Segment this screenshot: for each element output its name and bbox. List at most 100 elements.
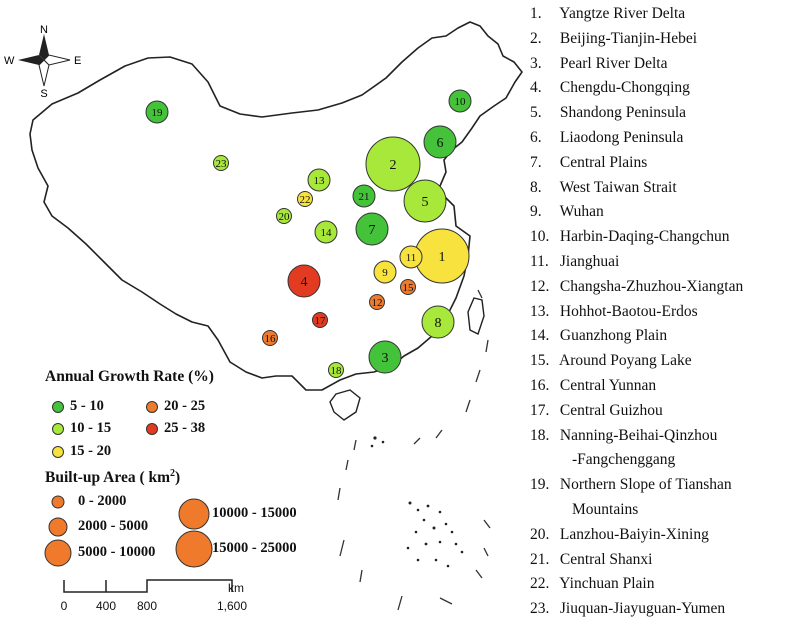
region-list-name: Wuhan bbox=[556, 203, 604, 221]
region-list-name: Changsha-Zhuzhou-Xiangtan bbox=[556, 277, 744, 295]
region-list-name: Harbin-Daqing-Changchun bbox=[556, 228, 730, 246]
scale-bar: 0 400 800 1,600 km bbox=[61, 579, 247, 613]
legend-area-title: Built-up Area ( km2) bbox=[45, 468, 181, 487]
region-list-number: 12. bbox=[530, 277, 550, 295]
region-list-name-cont: Mountains bbox=[572, 500, 639, 518]
region-label-8: 8 bbox=[435, 316, 442, 331]
region-list-number: 22. bbox=[530, 575, 550, 593]
region-list-item: 23. Jiuquan-Jiayuguan-Yumen bbox=[530, 597, 798, 622]
region-list-item: 22. Yinchuan Plain bbox=[530, 572, 798, 597]
region-circle-7 bbox=[355, 212, 389, 246]
region-list-name: Yangtze River Delta bbox=[556, 5, 686, 22]
region-list-item: 18. Nanning-Beihai-Qinzhou bbox=[530, 424, 798, 449]
region-list-item: 19. Northern Slope of Tianshan bbox=[530, 473, 798, 498]
region-label-12: 12 bbox=[372, 297, 383, 309]
region-list-number: 21. bbox=[530, 550, 550, 568]
region-list-name: Jianghuai bbox=[556, 252, 620, 270]
legend-area-swatch-3 bbox=[44, 539, 72, 567]
legend-area-swatch-1 bbox=[51, 495, 65, 509]
legend-area-symbols bbox=[44, 495, 213, 568]
legend-growth-label-2: 10 - 15 bbox=[70, 420, 112, 436]
region-list-number: 1. bbox=[530, 5, 542, 22]
region-label-22: 22 bbox=[300, 194, 311, 206]
region-list-number: 9. bbox=[530, 203, 542, 221]
region-list-item: 16. Central Yunnan bbox=[530, 374, 798, 399]
region-label-11: 11 bbox=[406, 252, 417, 264]
compass-rose: N S E W bbox=[4, 24, 81, 100]
region-list-item: 11. Jianghuai bbox=[530, 250, 798, 275]
region-list-number: 19. bbox=[530, 476, 550, 494]
scale-tick-0: 0 bbox=[61, 599, 68, 613]
hainan-island bbox=[329, 389, 361, 421]
region-label-23: 23 bbox=[216, 158, 228, 170]
scale-tick-1600: 1,600 bbox=[217, 599, 247, 613]
region-list-name: Liaodong Peninsula bbox=[556, 128, 684, 146]
legend-area-swatch-4 bbox=[178, 498, 210, 530]
legend-growth-swatch-3 bbox=[52, 446, 64, 458]
legend-area-label-2: 2000 - 5000 bbox=[78, 518, 149, 534]
region-circle-14 bbox=[314, 220, 338, 244]
region-circle-10 bbox=[448, 89, 472, 113]
region-list-name: West Taiwan Strait bbox=[556, 178, 677, 196]
region-circle-18 bbox=[328, 362, 344, 378]
compass-s: S bbox=[40, 88, 47, 100]
region-list-name: Pearl River Delta bbox=[556, 54, 668, 72]
region-circle-9 bbox=[373, 260, 397, 284]
region-label-15: 15 bbox=[403, 282, 415, 294]
region-circle-11 bbox=[399, 245, 423, 269]
region-list-number: 14. bbox=[530, 327, 550, 345]
region-circle-12 bbox=[369, 294, 385, 310]
region-list-number: 3. bbox=[530, 54, 542, 72]
region-list-number: 6. bbox=[530, 128, 542, 146]
legend-growth-label-4: 20 - 25 bbox=[164, 398, 206, 414]
legend-area-label-4: 10000 - 15000 bbox=[212, 505, 297, 521]
region-label-2: 2 bbox=[390, 158, 397, 173]
legend-growth-label-5: 25 - 38 bbox=[164, 420, 206, 436]
region-circle-20 bbox=[276, 208, 292, 224]
compass-w: W bbox=[4, 55, 15, 67]
region-list-name-cont: -Fangchenggang bbox=[572, 451, 676, 469]
legend-growth-swatch-5 bbox=[146, 423, 158, 435]
region-circle-21 bbox=[352, 184, 376, 208]
region-list-item: 15. Around Poyang Lake bbox=[530, 349, 798, 374]
region-list-name: Guanzhong Plain bbox=[556, 327, 668, 345]
region-list-item: 20. Lanzhou-Baiyin-Xining bbox=[530, 523, 798, 548]
region-label-5: 5 bbox=[422, 195, 429, 210]
region-list-number: 16. bbox=[530, 376, 550, 394]
region-list-item: 14. Guanzhong Plain bbox=[530, 324, 798, 349]
taiwan-island bbox=[467, 297, 485, 335]
region-label-16: 16 bbox=[265, 333, 277, 345]
region-circle-19 bbox=[145, 100, 169, 124]
maritime-boundary bbox=[337, 289, 491, 611]
region-list-name: Lanzhou-Baiyin-Xining bbox=[556, 525, 709, 543]
region-list-item: 2. Beijing-Tianjin-Hebei bbox=[530, 27, 798, 52]
legend-growth-label-3: 15 - 20 bbox=[70, 443, 112, 459]
region-list-item: 5. Shandong Peninsula bbox=[530, 101, 798, 126]
region-list-name: Central Guizhou bbox=[556, 401, 663, 419]
region-circle-13 bbox=[307, 168, 331, 192]
region-label-14: 14 bbox=[321, 227, 333, 239]
region-list-item: 9. Wuhan bbox=[530, 200, 798, 225]
region-list-number: 23. bbox=[530, 600, 550, 618]
region-list-number: 10. bbox=[530, 228, 550, 246]
region-list: 1. Yangtze River Delta 2. Beijing-Tianjin… bbox=[530, 2, 798, 622]
region-label-20: 20 bbox=[279, 211, 291, 223]
region-label-21: 21 bbox=[359, 191, 370, 203]
scale-unit: km bbox=[228, 581, 244, 595]
region-list-item: 7. Central Plains bbox=[530, 151, 798, 176]
region-label-10: 10 bbox=[455, 96, 467, 108]
region-list-number: 7. bbox=[530, 153, 542, 171]
legend-area-label-1: 0 - 2000 bbox=[78, 493, 127, 509]
region-list-number: 8. bbox=[530, 178, 542, 196]
region-list-name: Central Shanxi bbox=[556, 550, 653, 568]
region-list-item: 21. Central Shanxi bbox=[530, 548, 798, 573]
legend-growth-swatch-4 bbox=[146, 401, 158, 413]
region-list-name: Hohhot-Baotou-Erdos bbox=[556, 302, 698, 320]
region-label-9: 9 bbox=[382, 267, 388, 279]
region-circle-22 bbox=[297, 191, 313, 207]
south-sea-islands bbox=[370, 436, 464, 568]
region-label-4: 4 bbox=[301, 275, 308, 290]
region-list-name: Nanning-Beihai-Qinzhou bbox=[556, 426, 718, 444]
region-list-number: 20. bbox=[530, 525, 550, 543]
